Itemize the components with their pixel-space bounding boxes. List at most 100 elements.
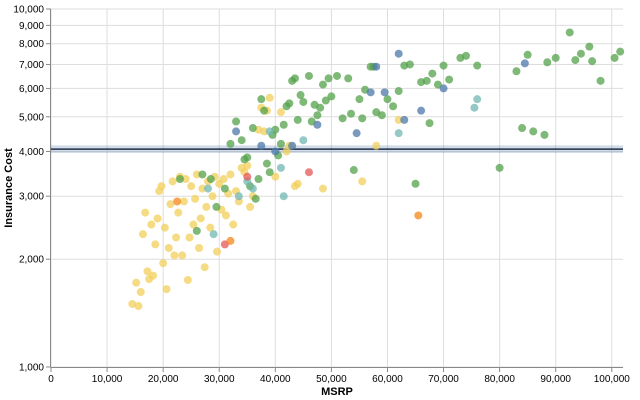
data-point bbox=[208, 192, 217, 201]
data-point bbox=[226, 170, 235, 179]
data-points bbox=[128, 28, 625, 311]
data-point bbox=[616, 47, 625, 56]
data-point bbox=[344, 74, 353, 83]
data-point bbox=[265, 168, 274, 177]
data-point bbox=[588, 57, 597, 66]
data-point bbox=[212, 247, 221, 256]
data-point bbox=[276, 108, 285, 117]
data-point bbox=[185, 233, 194, 242]
data-point bbox=[159, 259, 168, 268]
data-point bbox=[200, 263, 209, 272]
data-point bbox=[262, 159, 271, 168]
y-tick-label: 9,000 bbox=[19, 21, 44, 32]
data-point bbox=[285, 99, 294, 108]
data-point bbox=[473, 95, 482, 104]
data-point bbox=[220, 184, 229, 193]
x-tick-label: 70,000 bbox=[428, 374, 459, 385]
data-point bbox=[170, 251, 179, 260]
data-point bbox=[355, 95, 364, 104]
data-point bbox=[151, 240, 160, 249]
data-point bbox=[168, 177, 177, 186]
data-point bbox=[265, 127, 274, 136]
data-point bbox=[157, 182, 166, 191]
data-point bbox=[394, 115, 403, 124]
data-point bbox=[411, 179, 420, 188]
x-tick-label: 10,000 bbox=[92, 374, 123, 385]
data-point bbox=[543, 58, 552, 67]
data-point bbox=[141, 208, 150, 217]
data-point bbox=[187, 182, 196, 191]
data-point bbox=[248, 184, 257, 193]
data-point bbox=[347, 109, 356, 118]
data-point bbox=[164, 243, 173, 252]
data-point bbox=[149, 271, 158, 280]
data-point bbox=[540, 130, 549, 139]
data-point bbox=[175, 175, 184, 184]
data-point bbox=[551, 53, 560, 62]
data-point bbox=[377, 111, 386, 120]
x-axis-title: MSRP bbox=[321, 386, 353, 398]
y-tick-label: 7,000 bbox=[19, 60, 44, 71]
data-point bbox=[313, 120, 322, 129]
data-point bbox=[173, 197, 182, 206]
grid-lines bbox=[50, 8, 623, 368]
data-point bbox=[293, 179, 302, 188]
data-point bbox=[271, 172, 280, 181]
data-point bbox=[304, 168, 313, 177]
data-point bbox=[417, 106, 426, 115]
data-point bbox=[394, 87, 403, 96]
y-tick-label: 1,000 bbox=[19, 363, 44, 374]
data-point bbox=[380, 88, 389, 97]
data-point bbox=[495, 163, 504, 172]
y-tick-label: 10,000 bbox=[13, 5, 44, 16]
data-point bbox=[162, 285, 171, 294]
x-tick-label: 30,000 bbox=[204, 374, 235, 385]
data-point bbox=[461, 51, 470, 60]
data-point bbox=[333, 71, 341, 80]
y-tick-label: 4,000 bbox=[19, 147, 44, 158]
data-point bbox=[160, 223, 169, 232]
data-point bbox=[248, 124, 257, 133]
data-point bbox=[523, 50, 532, 59]
data-point bbox=[366, 88, 375, 97]
data-point bbox=[352, 129, 361, 138]
y-axis-title: Insurance Cost bbox=[3, 148, 15, 228]
x-tick-label: 100,000 bbox=[594, 374, 631, 385]
data-point bbox=[179, 197, 188, 206]
data-point bbox=[237, 136, 246, 145]
data-point bbox=[172, 233, 181, 242]
reference-layer bbox=[51, 145, 623, 154]
data-point bbox=[209, 230, 218, 239]
data-point bbox=[251, 194, 260, 203]
data-point bbox=[439, 61, 448, 70]
data-point bbox=[265, 93, 274, 102]
data-point bbox=[299, 136, 308, 145]
data-point bbox=[439, 84, 448, 93]
data-point bbox=[128, 299, 137, 308]
data-point bbox=[518, 124, 527, 133]
data-point bbox=[232, 117, 241, 126]
data-point bbox=[321, 96, 330, 105]
y-tick-label: 6,000 bbox=[19, 84, 44, 95]
data-point bbox=[389, 102, 398, 111]
data-point bbox=[226, 236, 235, 245]
data-point bbox=[327, 92, 336, 101]
x-tick-label: 0 bbox=[48, 374, 54, 385]
data-point bbox=[191, 194, 200, 203]
data-point bbox=[372, 62, 381, 71]
data-point bbox=[470, 103, 479, 112]
y-tick-label: 3,000 bbox=[19, 192, 44, 203]
data-point bbox=[271, 147, 280, 156]
data-point bbox=[576, 49, 585, 58]
data-point bbox=[219, 175, 228, 184]
x-tick-label: 20,000 bbox=[148, 374, 179, 385]
data-point bbox=[296, 91, 305, 100]
data-point bbox=[445, 75, 454, 84]
data-point bbox=[473, 61, 482, 70]
data-point bbox=[279, 120, 288, 129]
data-point bbox=[153, 214, 162, 223]
data-point bbox=[196, 214, 205, 223]
data-point bbox=[316, 103, 325, 112]
